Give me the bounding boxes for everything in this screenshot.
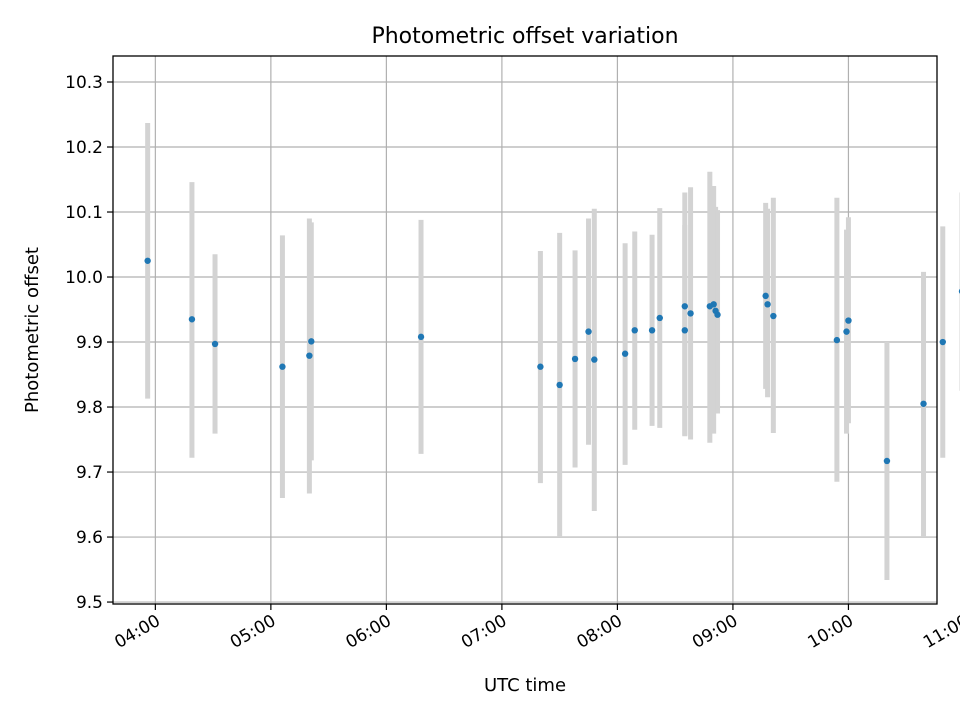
data-point	[621, 350, 629, 357]
data-point	[308, 338, 315, 345]
y-tick-label: 10.0	[65, 268, 103, 288]
data-point	[144, 257, 151, 264]
data-point	[556, 381, 563, 389]
data-point	[920, 400, 927, 407]
data-point	[714, 311, 721, 318]
data-point	[571, 355, 579, 363]
data-point	[656, 314, 663, 322]
y-tick-label: 10.1	[65, 203, 103, 223]
data-point	[883, 457, 891, 465]
data-point	[417, 333, 425, 341]
data-point	[687, 310, 694, 317]
y-tick-label: 9.7	[76, 463, 103, 483]
data-point	[648, 327, 656, 334]
data-points	[144, 257, 960, 465]
y-tick-label: 10.2	[65, 138, 103, 158]
data-point	[211, 340, 219, 348]
data-point	[537, 363, 544, 370]
data-point	[764, 301, 771, 308]
data-point	[188, 316, 196, 323]
data-point	[845, 317, 852, 324]
data-point	[762, 292, 769, 300]
plot-frame	[112, 55, 938, 605]
data-point	[710, 301, 717, 308]
data-point	[939, 338, 946, 346]
data-point	[843, 328, 850, 335]
y-tick-label: 9.9	[76, 333, 103, 353]
data-point	[631, 327, 638, 334]
y-tick-label: 9.8	[76, 398, 103, 418]
grid	[113, 56, 937, 604]
chart-title: Photometric offset variation	[371, 24, 678, 49]
data-point	[833, 336, 841, 344]
data-point	[770, 312, 777, 320]
y-tick-label: 9.5	[76, 593, 103, 613]
data-point	[585, 328, 592, 335]
y-tick-label: 9.6	[76, 528, 103, 548]
data-point	[306, 352, 313, 359]
data-point	[681, 303, 688, 310]
data-point	[279, 363, 286, 370]
x-axis-label: UTC time	[484, 675, 566, 696]
y-axis-label: Photometric offset	[22, 247, 43, 413]
y-tick-label: 10.3	[65, 73, 103, 93]
data-point	[681, 327, 688, 334]
data-point	[591, 356, 598, 363]
